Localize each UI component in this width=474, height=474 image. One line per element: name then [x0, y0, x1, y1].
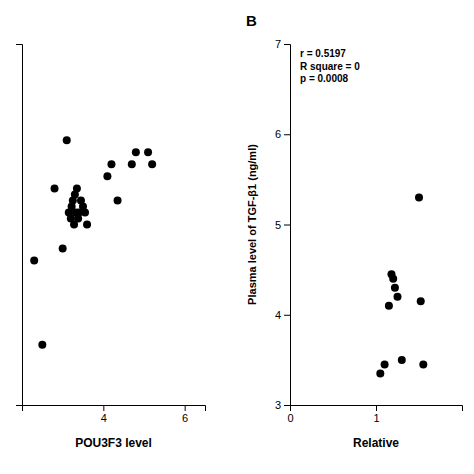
annotation-line: R square = 0 [300, 61, 360, 72]
point [419, 360, 427, 368]
tick-mark [284, 44, 290, 45]
point [144, 148, 152, 156]
tick: 7 [275, 38, 290, 50]
tick-label: 1 [373, 412, 379, 424]
tick: 3 [275, 399, 290, 411]
tick-label: 6 [275, 128, 281, 140]
tick-label: 4 [275, 309, 281, 321]
x-axis-title: Relative [353, 436, 399, 450]
point [417, 297, 425, 305]
point [128, 160, 136, 168]
tick-mark [185, 405, 186, 411]
tick: 6 [182, 405, 188, 424]
point [132, 148, 140, 156]
point [381, 360, 389, 368]
annotation-line: p = 0.0008 [300, 73, 349, 84]
tick-label: 4 [101, 412, 107, 424]
point [103, 172, 111, 180]
point [107, 160, 115, 168]
tick-label: 5 [275, 219, 281, 231]
point [415, 193, 423, 201]
y-axis-title: Plasma level of TGF-β1 (ng/ml) [246, 144, 258, 305]
tick: 5 [275, 219, 290, 231]
point [376, 369, 384, 377]
point [398, 356, 406, 364]
chart: 46POU3F3 level0134567RelativePlasma leve… [0, 0, 474, 474]
point [83, 221, 91, 229]
tick-mark [284, 225, 290, 226]
point [385, 302, 393, 310]
point [59, 245, 67, 253]
points [30, 136, 156, 349]
points [376, 193, 427, 377]
tick-mark [103, 405, 104, 411]
point [81, 208, 89, 216]
point [73, 184, 81, 192]
axis-line [291, 406, 463, 412]
tick: 0 [287, 405, 293, 424]
point [30, 257, 38, 265]
point [38, 341, 46, 349]
point [391, 284, 399, 292]
point [51, 184, 59, 192]
annotation: r = 0.5197 R square = 0p = 0.0008 [300, 48, 360, 84]
point [148, 160, 156, 168]
panel: 46POU3F3 level [16, 45, 206, 451]
tick: 4 [275, 309, 290, 321]
x-axis: 46 [23, 405, 206, 424]
panel-title: B [246, 12, 257, 29]
tick-label: 6 [182, 412, 188, 424]
axis-line [23, 406, 206, 412]
y-axis [16, 45, 23, 406]
panel: 0134567RelativePlasma level of TGF-β1 (n… [246, 12, 463, 450]
y-axis: 3 4 5 6 7 [275, 38, 291, 411]
point [114, 196, 122, 204]
x-axis-title: POU3F3 level [75, 436, 152, 450]
tick: 4 [101, 405, 107, 424]
tick-label: 7 [275, 38, 281, 50]
tick-label: 3 [275, 399, 281, 411]
tick-label: 0 [287, 412, 293, 424]
annotation-line: r = 0.5197 [300, 48, 346, 59]
axis-line [16, 45, 23, 406]
point [389, 275, 397, 283]
axis-line [284, 45, 291, 406]
tick-mark [284, 405, 290, 406]
tick-mark [284, 315, 290, 316]
tick-mark [376, 405, 377, 411]
tick: 1 [373, 405, 379, 424]
x-axis: 01 [287, 405, 462, 424]
point [63, 136, 71, 144]
tick: 6 [275, 128, 290, 140]
tick-mark [284, 134, 290, 135]
point [394, 293, 402, 301]
